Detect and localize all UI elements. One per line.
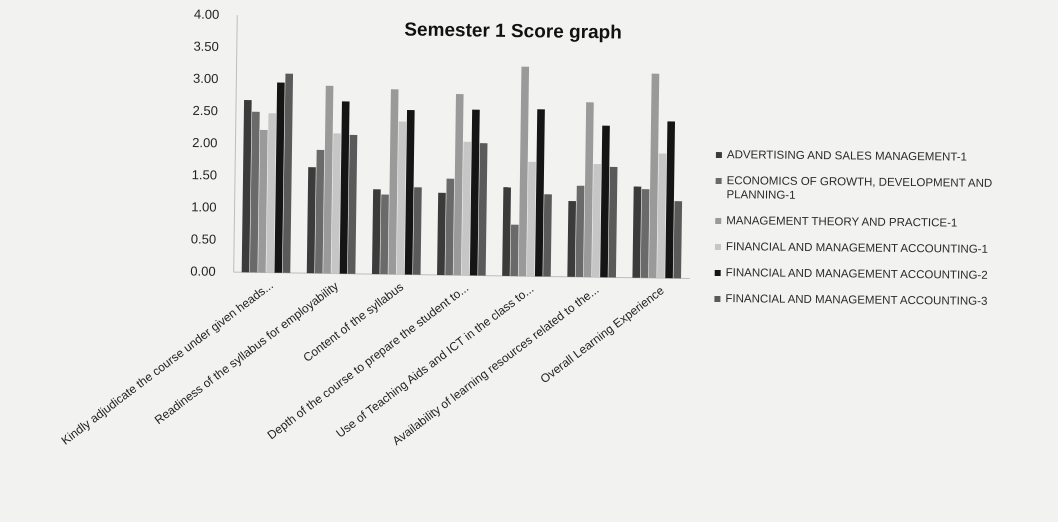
bar-3-series-5 xyxy=(404,110,415,275)
chart-title: Semester 1 Score graph xyxy=(404,19,622,43)
legend-label: FINANCIAL AND MANAGEMENT ACCOUNTING-3 xyxy=(725,293,988,308)
y-tick-label: 0.50 xyxy=(191,231,217,246)
legend-label: ECONOMICS OF GROWTH, DEVELOPMENT AND PLA… xyxy=(726,175,993,202)
bar-7-series-2 xyxy=(640,189,650,278)
bar-4-series-3 xyxy=(453,94,464,276)
legend-item: FINANCIAL AND MANAGEMENT ACCOUNTING-3 xyxy=(714,292,1052,310)
bar-6-series-4 xyxy=(591,164,602,278)
legend-swatch xyxy=(714,295,721,303)
bar-7-series-4 xyxy=(657,153,667,279)
bar-1-series-6 xyxy=(282,73,294,273)
bar-3-series-4 xyxy=(396,121,407,275)
bar-6-series-6 xyxy=(608,166,618,278)
legend-label: FINANCIAL AND MANAGEMENT ACCOUNTING-1 xyxy=(725,241,988,256)
bar-4-series-4 xyxy=(461,141,472,276)
bar-1-series-3 xyxy=(258,129,268,273)
bar-6-series-2 xyxy=(575,185,585,278)
bar-6-series-3 xyxy=(583,102,594,278)
y-tick-label: 3.00 xyxy=(193,71,219,86)
legend-item: FINANCIAL AND MANAGEMENT ACCOUNTING-2 xyxy=(714,266,1053,284)
legend-swatch xyxy=(715,151,722,159)
y-tick-label: 0.00 xyxy=(190,264,216,279)
legend-swatch xyxy=(715,217,722,225)
bar-2-series-1 xyxy=(306,167,316,274)
bar-4-series-1 xyxy=(437,192,446,276)
bar-2-series-5 xyxy=(339,101,350,274)
legend-swatch xyxy=(714,243,721,251)
bar-7-series-3 xyxy=(648,73,660,279)
bar-5-series-1 xyxy=(502,187,511,276)
legend-item: FINANCIAL AND MANAGEMENT ACCOUNTING-1 xyxy=(714,240,1053,258)
bar-5-series-6 xyxy=(543,194,552,277)
bar-2-series-6 xyxy=(347,134,358,274)
bar-5-series-4 xyxy=(526,161,536,277)
legend-item: ECONOMICS OF GROWTH, DEVELOPMENT AND PLA… xyxy=(715,174,1053,206)
y-tick-label: 2.50 xyxy=(193,103,219,118)
bar-3-series-2 xyxy=(380,194,389,275)
bar-1-series-4 xyxy=(266,113,277,273)
bar-4-series-2 xyxy=(445,178,455,276)
bar-7-series-6 xyxy=(673,201,683,279)
legend-item: MANAGEMENT THEORY AND PRACTICE-1 xyxy=(715,214,1053,232)
bar-4-series-5 xyxy=(469,109,480,276)
bar-6-series-5 xyxy=(600,125,610,278)
x-axis-line xyxy=(233,271,690,279)
legend-item: ADVERTISING AND SALES MANAGEMENT-1 xyxy=(715,148,1054,166)
bar-7-series-1 xyxy=(632,186,642,278)
legend-label: ADVERTISING AND SALES MANAGEMENT-1 xyxy=(726,149,968,164)
y-tick-label: 2.00 xyxy=(192,135,218,150)
legend-label: FINANCIAL AND MANAGEMENT ACCOUNTING-2 xyxy=(725,267,988,282)
bar-7-series-5 xyxy=(665,121,676,279)
y-tick-label: 1.00 xyxy=(191,199,217,214)
y-tick-label: 4.00 xyxy=(194,7,220,22)
bar-3-series-3 xyxy=(388,89,399,275)
bar-3-series-1 xyxy=(371,189,381,275)
bar-1-series-2 xyxy=(249,111,260,273)
legend-swatch xyxy=(715,177,722,185)
bar-6-series-1 xyxy=(567,200,576,277)
bar-2-series-4 xyxy=(331,133,341,274)
bar-2-series-2 xyxy=(314,149,325,274)
y-axis-line xyxy=(233,15,238,273)
bar-3-series-6 xyxy=(412,187,422,275)
bar-1-series-1 xyxy=(241,100,252,273)
x-tick-label: Overall Learning Experience xyxy=(538,283,667,386)
bar-5-series-5 xyxy=(534,109,545,277)
bar-4-series-6 xyxy=(478,143,488,276)
bar-1-series-5 xyxy=(274,82,285,273)
bar-5-series-2 xyxy=(510,224,519,277)
bar-2-series-3 xyxy=(323,85,334,274)
chart-legend: ADVERTISING AND SALES MANAGEMENT-1 ECONOM… xyxy=(714,148,1054,322)
legend-swatch xyxy=(714,269,721,277)
y-tick-label: 1.50 xyxy=(192,167,218,182)
legend-label: MANAGEMENT THEORY AND PRACTICE-1 xyxy=(726,215,958,230)
y-tick-label: 3.50 xyxy=(193,39,219,54)
bar-5-series-3 xyxy=(518,66,530,277)
